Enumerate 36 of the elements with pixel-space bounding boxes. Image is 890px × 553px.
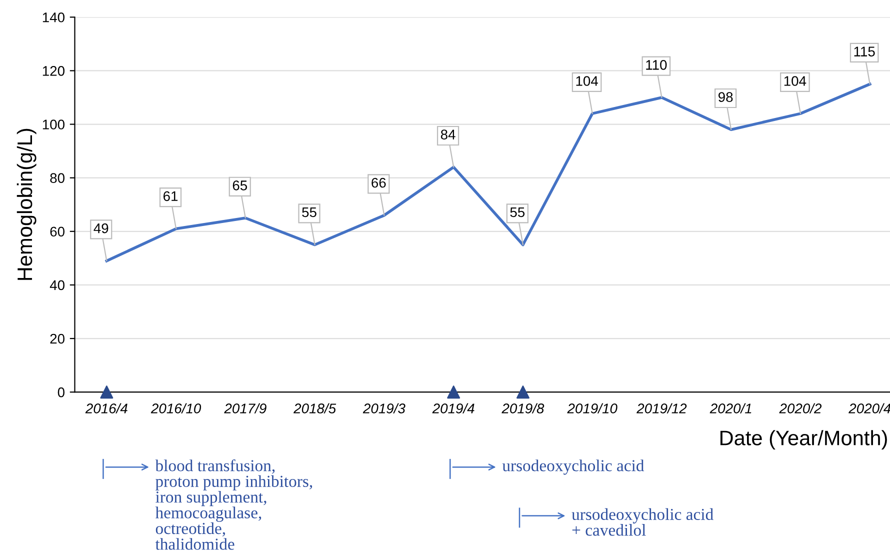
x-tick-label: 2020/2 <box>779 403 822 414</box>
data-label: 104 <box>784 76 806 86</box>
x-tick-label: 2017/9 <box>224 403 266 414</box>
x-tick-label: 2019/8 <box>502 403 544 414</box>
y-tick-label: 0 <box>58 387 64 398</box>
x-tick-label: 2019/12 <box>636 403 687 414</box>
y-tick-label: 60 <box>50 226 64 237</box>
x-tick-label: 2019/4 <box>432 403 474 414</box>
data-label: 61 <box>163 191 178 202</box>
x-axis-title: Date (Year/Month) <box>720 430 887 450</box>
data-label: 110 <box>646 60 667 70</box>
x-tick-label: 2016/10 <box>150 403 202 414</box>
data-label: 84 <box>440 130 456 140</box>
y-tick-label: 40 <box>50 280 64 290</box>
y-tick-label: 140 <box>42 12 64 22</box>
data-label: 49 <box>94 223 108 234</box>
data-label: 115 <box>854 46 875 56</box>
y-tick-label: 120 <box>42 66 64 76</box>
data-label: 104 <box>576 76 598 86</box>
y-tick-label: 80 <box>50 173 64 183</box>
data-label: 66 <box>372 178 386 188</box>
x-tick-label: 2018/5 <box>294 403 336 414</box>
x-tick-label: 2019/10 <box>567 403 618 414</box>
data-label: 98 <box>718 92 733 102</box>
data-label: 55 <box>302 207 316 218</box>
x-tick-label: 2019/3 <box>362 403 406 414</box>
y-tick-label: 20 <box>50 334 64 344</box>
data-label: 55 <box>510 207 525 218</box>
y-axis-title: Hemoglobin(g/L) <box>16 128 36 280</box>
x-tick-label: 2020/1 <box>710 403 752 414</box>
text: ursodeoxycholic acid + cavedilol <box>572 508 714 536</box>
x-tick-label: 2016/4 <box>85 403 128 414</box>
data-label: 65 <box>232 180 248 190</box>
y-tick-label: 100 <box>42 120 64 130</box>
text: blood transfusion, proton pump inhibitors, iron supplement, hemocoagulase, octreotide, thalidomide <box>155 459 312 550</box>
text: ursodeoxycholic acid <box>502 460 644 475</box>
